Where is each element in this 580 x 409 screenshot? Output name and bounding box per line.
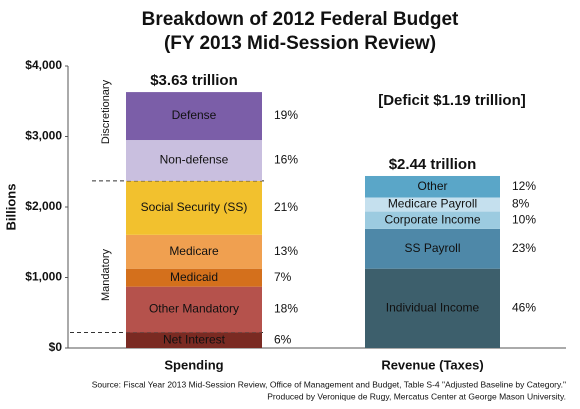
total-label: $3.63 trillion xyxy=(150,72,238,89)
share-label: 7% xyxy=(274,270,292,284)
total-label: $2.44 trillion xyxy=(389,156,477,173)
bar-segment xyxy=(126,180,262,235)
bar-segment xyxy=(126,332,262,348)
share-label: 8% xyxy=(512,197,530,211)
chart-subtitle: (FY 2013 Mid-Session Review) xyxy=(164,33,436,54)
share-label: 16% xyxy=(274,153,298,167)
bar-segment xyxy=(126,286,262,333)
deficit-annotation: [Deficit $1.19 trillion] xyxy=(378,92,526,109)
bar-segment xyxy=(365,268,500,348)
bar-segment xyxy=(126,234,262,269)
segment-label: Individual Income xyxy=(386,301,480,315)
bar-segment xyxy=(365,175,500,198)
share-label: 21% xyxy=(274,200,298,214)
y-axis-label: Billions xyxy=(3,184,18,231)
share-label: 18% xyxy=(274,302,298,316)
segment-label: Social Security (SS) xyxy=(141,200,248,214)
share-label: 10% xyxy=(512,212,536,226)
share-label: 12% xyxy=(512,179,536,193)
segment-label: Net Interest xyxy=(163,332,226,346)
group-label: Discretionary xyxy=(100,79,112,144)
chart-title: Breakdown of 2012 Federal Budget xyxy=(142,9,459,30)
y-tick-label: $0 xyxy=(49,340,63,354)
segment-label: Medicare xyxy=(169,244,219,258)
bar-segment xyxy=(365,197,500,212)
share-label: 46% xyxy=(512,301,536,315)
bar-segment xyxy=(126,268,262,287)
segment-label: Corporate Income xyxy=(384,212,480,226)
source-note: Source: Fiscal Year 2013 Mid-Session Rev… xyxy=(92,379,566,389)
segment-label: SS Payroll xyxy=(404,241,460,255)
segment-label: Other xyxy=(417,179,447,193)
y-tick-label: $1,000 xyxy=(25,270,62,284)
y-tick-label: $4,000 xyxy=(25,58,62,72)
group-label: Mandatory xyxy=(100,249,112,301)
segment-label: Medicare Payroll xyxy=(388,197,477,211)
x-tick-label: Spending xyxy=(164,357,223,372)
y-tick-label: $2,000 xyxy=(25,199,62,213)
segment-label: Defense xyxy=(172,108,217,122)
y-tick-label: $3,000 xyxy=(25,129,62,143)
segment-label: Non-defense xyxy=(160,153,229,167)
bar-segment xyxy=(126,92,262,141)
share-label: 6% xyxy=(274,332,292,346)
bar-segment xyxy=(365,211,500,229)
segment-label: Other Mandatory xyxy=(149,302,239,316)
x-tick-label: Revenue (Taxes) xyxy=(381,357,483,372)
source-note: Produced by Veronique de Rugy, Mercatus … xyxy=(267,391,566,401)
bar-segment xyxy=(365,228,500,269)
share-label: 13% xyxy=(274,244,298,258)
share-label: 19% xyxy=(274,108,298,122)
bar-segment xyxy=(126,140,262,181)
share-label: 23% xyxy=(512,241,536,255)
segment-label: Medicaid xyxy=(170,270,218,284)
